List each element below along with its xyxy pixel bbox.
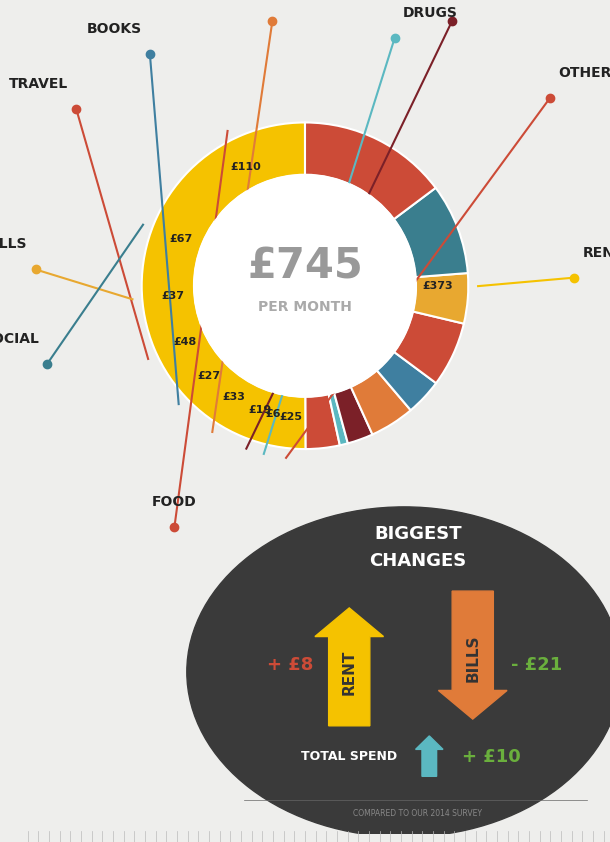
Wedge shape <box>142 122 306 449</box>
Ellipse shape <box>187 507 610 837</box>
Text: £67: £67 <box>170 234 193 244</box>
Text: + £8: + £8 <box>267 656 313 674</box>
Text: £745: £745 <box>247 245 363 287</box>
Text: BILLS: BILLS <box>465 635 480 682</box>
Text: £6: £6 <box>266 409 281 419</box>
Text: - £21: - £21 <box>511 656 562 674</box>
Text: TOTAL SPEND: TOTAL SPEND <box>301 750 397 764</box>
Text: MOBILE PHONE: MOBILE PHONE <box>460 0 580 3</box>
Text: £37: £37 <box>162 291 185 301</box>
Circle shape <box>194 175 416 397</box>
Wedge shape <box>377 352 436 410</box>
Text: DRUGS: DRUGS <box>403 6 458 19</box>
Text: CLOTHES: CLOTHES <box>237 0 308 3</box>
Text: CHANGES: CHANGES <box>369 552 467 570</box>
Text: BOOKS: BOOKS <box>87 22 142 36</box>
FancyArrow shape <box>315 608 384 726</box>
Text: FOOD: FOOD <box>152 495 197 509</box>
Text: £373: £373 <box>422 281 453 291</box>
Text: RENT: RENT <box>342 649 357 695</box>
Text: £19: £19 <box>248 405 272 415</box>
Wedge shape <box>305 122 436 219</box>
Text: £110: £110 <box>231 163 261 173</box>
Wedge shape <box>329 393 348 445</box>
Text: £33: £33 <box>223 392 246 402</box>
Text: TRAVEL: TRAVEL <box>9 77 68 92</box>
Text: OTHER: OTHER <box>558 66 610 80</box>
Wedge shape <box>351 370 411 434</box>
Text: £25: £25 <box>279 413 302 422</box>
Text: BILLS: BILLS <box>0 237 27 252</box>
Text: RENT: RENT <box>583 246 610 259</box>
Wedge shape <box>394 188 468 277</box>
Text: + £10: + £10 <box>462 748 520 765</box>
Wedge shape <box>306 394 340 449</box>
Text: COMPARED TO OUR 2014 SURVEY: COMPARED TO OUR 2014 SURVEY <box>353 809 483 818</box>
Text: £48: £48 <box>173 337 197 347</box>
FancyArrow shape <box>439 591 507 719</box>
Wedge shape <box>413 273 468 323</box>
Text: £27: £27 <box>197 371 220 381</box>
Wedge shape <box>334 386 373 444</box>
FancyArrow shape <box>415 736 443 776</box>
Text: BIGGEST: BIGGEST <box>374 525 462 543</box>
Text: PER MONTH: PER MONTH <box>258 300 352 314</box>
Wedge shape <box>394 312 464 383</box>
Text: SOCIAL: SOCIAL <box>0 333 39 346</box>
